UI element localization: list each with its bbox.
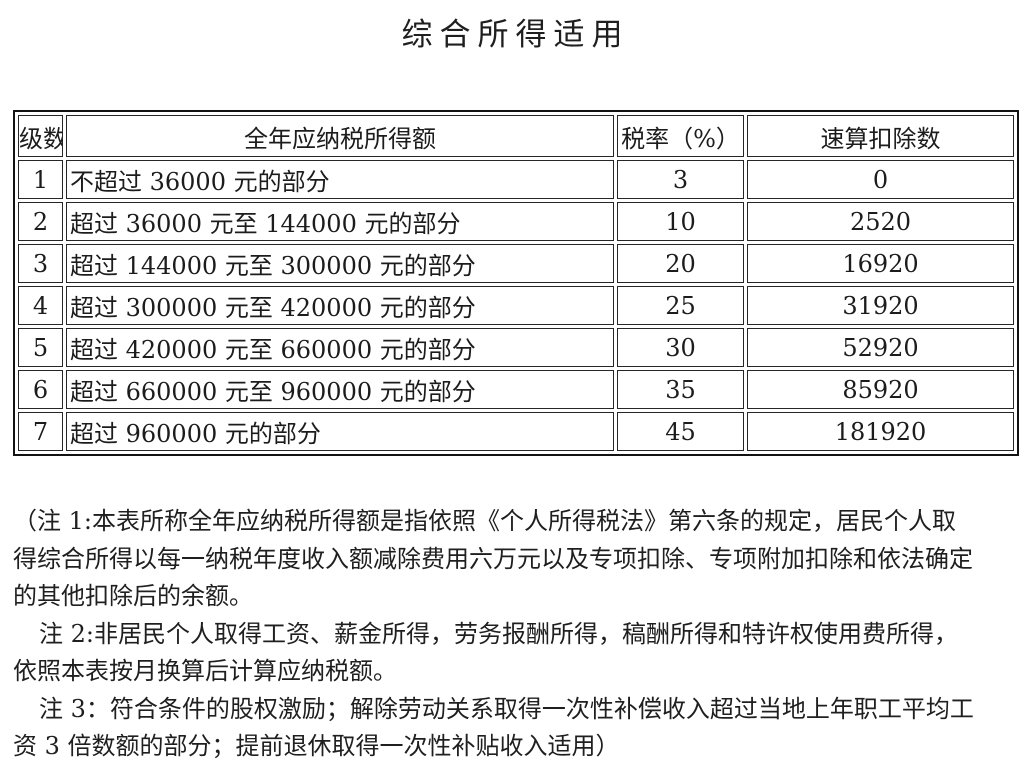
cell-tax-rate: 25 <box>617 286 744 325</box>
cell-level: 7 <box>18 412 63 451</box>
note-1: （注 1:本表所称全年应纳税所得额是指依照《个人所得税法》第六条的规定，居民个人… <box>13 507 973 610</box>
table-row: 5 超过 420000 元至 660000 元的部分 30 52920 <box>18 328 1014 367</box>
cell-income-range: 超过 660000 元至 960000 元的部分 <box>66 370 614 409</box>
cell-tax-rate: 30 <box>617 328 744 367</box>
column-header-rate: 税率（%） <box>617 115 744 157</box>
cell-income-range: 超过 36000 元至 144000 元的部分 <box>66 202 614 241</box>
footnotes-section: （注 1:本表所称全年应纳税所得额是指依照《个人所得税法》第六条的规定，居民个人… <box>13 503 1018 766</box>
note-3: 注 3：符合条件的股权激励；解除劳动关系取得一次性补偿收入超过当地上年职工平均工… <box>13 694 974 761</box>
cell-level: 3 <box>18 244 63 283</box>
cell-quick-deduction: 16920 <box>747 244 1014 283</box>
note-2: 注 2:非居民个人取得工资、薪金所得，劳务报酬所得，稿酬所得和特许权使用费所得，… <box>13 619 958 686</box>
cell-level: 4 <box>18 286 63 325</box>
cell-income-range: 超过 420000 元至 660000 元的部分 <box>66 328 614 367</box>
table-row: 4 超过 300000 元至 420000 元的部分 25 31920 <box>18 286 1014 325</box>
column-header-income: 全年应纳税所得额 <box>66 115 614 157</box>
cell-quick-deduction: 2520 <box>747 202 1014 241</box>
cell-income-range: 超过 144000 元至 300000 元的部分 <box>66 244 614 283</box>
cell-quick-deduction: 52920 <box>747 328 1014 367</box>
cell-level: 1 <box>18 160 63 199</box>
document-page: 综合所得适用 级数 全年应纳税所得额 税率（%） 速算扣除数 1 不超过 360… <box>0 14 1031 766</box>
cell-quick-deduction: 85920 <box>747 370 1014 409</box>
cell-income-range: 超过 300000 元至 420000 元的部分 <box>66 286 614 325</box>
table-row: 3 超过 144000 元至 300000 元的部分 20 16920 <box>18 244 1014 283</box>
table-row: 6 超过 660000 元至 960000 元的部分 35 85920 <box>18 370 1014 409</box>
cell-level: 6 <box>18 370 63 409</box>
cell-tax-rate: 20 <box>617 244 744 283</box>
cell-level: 2 <box>18 202 63 241</box>
cell-tax-rate: 10 <box>617 202 744 241</box>
table-row: 2 超过 36000 元至 144000 元的部分 10 2520 <box>18 202 1014 241</box>
column-header-level: 级数 <box>18 115 63 157</box>
cell-tax-rate: 3 <box>617 160 744 199</box>
table-row: 1 不超过 36000 元的部分 3 0 <box>18 160 1014 199</box>
cell-quick-deduction: 31920 <box>747 286 1014 325</box>
cell-level: 5 <box>18 328 63 367</box>
table-row: 7 超过 960000 元的部分 45 181920 <box>18 412 1014 451</box>
page-title: 综合所得适用 <box>401 17 630 53</box>
cell-tax-rate: 45 <box>617 412 744 451</box>
cell-income-range: 不超过 36000 元的部分 <box>66 160 614 199</box>
cell-tax-rate: 35 <box>617 370 744 409</box>
table-header-row: 级数 全年应纳税所得额 税率（%） 速算扣除数 <box>18 115 1014 157</box>
tax-rate-table: 级数 全年应纳税所得额 税率（%） 速算扣除数 1 不超过 36000 元的部分… <box>13 110 1019 456</box>
column-header-deduction: 速算扣除数 <box>747 115 1014 157</box>
cell-income-range: 超过 960000 元的部分 <box>66 412 614 451</box>
cell-quick-deduction: 0 <box>747 160 1014 199</box>
cell-quick-deduction: 181920 <box>747 412 1014 451</box>
